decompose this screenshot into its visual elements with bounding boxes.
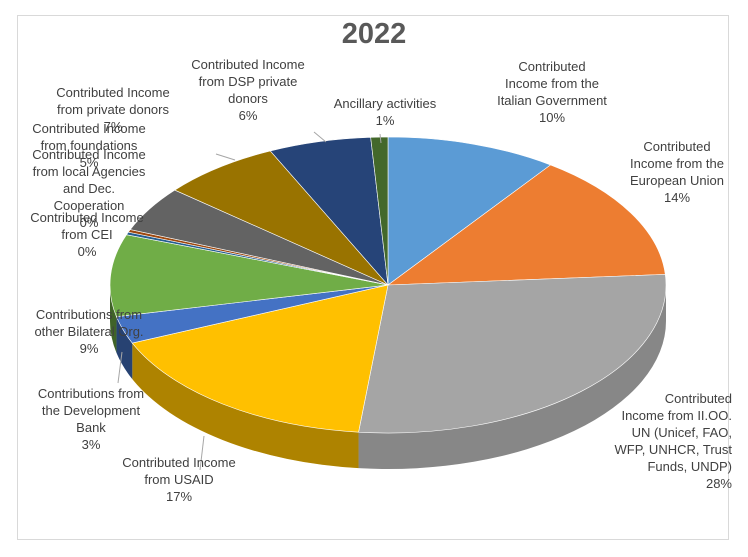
leader-line (199, 435, 205, 471)
label-percent: 0% (77, 244, 97, 259)
label-ancillary: Ancillary activities 1% (310, 95, 460, 129)
label-line: donors (228, 91, 268, 106)
label-line: Contributed (643, 139, 711, 154)
pie-slice-side-shade (132, 343, 359, 469)
label-italian-government: Contributed Income from the Italian Govern… (477, 58, 627, 126)
label-line: Cooperation (53, 198, 125, 213)
label-line: Contributed Income (191, 57, 305, 72)
label-line: Bank (76, 420, 106, 435)
label-percent: 0% (79, 215, 99, 230)
label-line: Income from II.OO. (621, 408, 732, 423)
label-local-agencies: Contributed Income from local Agencies and… (14, 146, 164, 231)
label-percent: 6% (238, 108, 258, 123)
label-line: Contributed Income (122, 455, 236, 470)
leader-line (117, 351, 123, 384)
leader-line (313, 131, 327, 143)
leader-line (379, 133, 382, 144)
label-line: Contributions from (37, 386, 145, 401)
label-line: Contributed Income (32, 147, 146, 162)
pie-slice (387, 136, 552, 286)
label-percent: 10% (538, 110, 566, 125)
label-un-agencies: Contributed Income from II.OO. UN (Unicef,… (596, 390, 733, 492)
label-percent: 28% (705, 476, 732, 491)
label-line: Italian Government (497, 93, 607, 108)
pie-slice (109, 234, 389, 317)
label-bilateral-org: Contributions from other Bilateral Org. 9% (14, 306, 164, 357)
label-percent: 3% (81, 437, 101, 452)
label-percent: 17% (165, 489, 193, 504)
label-percent: 14% (663, 190, 691, 205)
label-line: from foundations (40, 138, 138, 153)
label-line: Contributed Income (30, 210, 144, 225)
pie-slice-side (132, 343, 359, 469)
label-percent: 7% (103, 119, 123, 134)
label-line: Contributed (664, 391, 732, 406)
label-line: from CEI (61, 227, 113, 242)
label-line: Contributions from (35, 307, 143, 322)
label-line: from USAID (144, 472, 214, 487)
pie-slice-side (358, 285, 667, 470)
label-line: Contributed (518, 59, 586, 74)
label-foundations: Contributed Income from foundations 5% (14, 120, 164, 171)
label-line: from DSP private (198, 74, 298, 89)
label-line: Income from the (630, 156, 724, 171)
label-percent: 5% (79, 155, 99, 170)
label-percent: 9% (79, 341, 99, 356)
pie-slice (358, 274, 667, 434)
label-usaid: Contributed Income from USAID 17% (104, 454, 254, 505)
label-line: European Union (630, 173, 724, 188)
label-european-union: Contributed Income from the European Union… (617, 138, 737, 206)
label-line: Contributed Income (56, 85, 170, 100)
label-cei: Contributed Income from CEI 0% (12, 209, 162, 260)
label-line: Ancillary activities (333, 96, 437, 111)
pie-slice-side-shade (116, 316, 133, 380)
label-line: UN (Unicef, FAO, (631, 425, 732, 440)
pie-slice (370, 136, 389, 286)
label-line: Income from the (505, 76, 599, 91)
label-line: the Development (41, 403, 141, 418)
label-dsp-private-donors: Contributed Income from DSP private donors… (173, 56, 323, 124)
pie-slice (174, 150, 389, 286)
pie-slice-side-shade (358, 285, 667, 470)
pie-slice (131, 284, 389, 433)
label-line: and Dec. (62, 181, 116, 196)
label-line: Funds, UNDP) (647, 459, 732, 474)
label-line: other Bilateral Org. (34, 324, 144, 339)
pie-slice-side (116, 316, 133, 380)
label-line: from private donors (57, 102, 169, 117)
label-line: from local Agencies (32, 164, 146, 179)
label-development-bank: Contributions from the Development Bank 3% (16, 385, 166, 453)
label-line: Contributed Income (32, 121, 146, 136)
leader-line (215, 153, 236, 161)
label-percent: 1% (375, 113, 395, 128)
pie-slice (387, 164, 666, 286)
chart-title: 2022 (341, 18, 407, 50)
label-line: WFP, UNHCR, Trust (614, 442, 733, 457)
label-private-donors: Contributed Income from private donors 7% (38, 84, 188, 135)
